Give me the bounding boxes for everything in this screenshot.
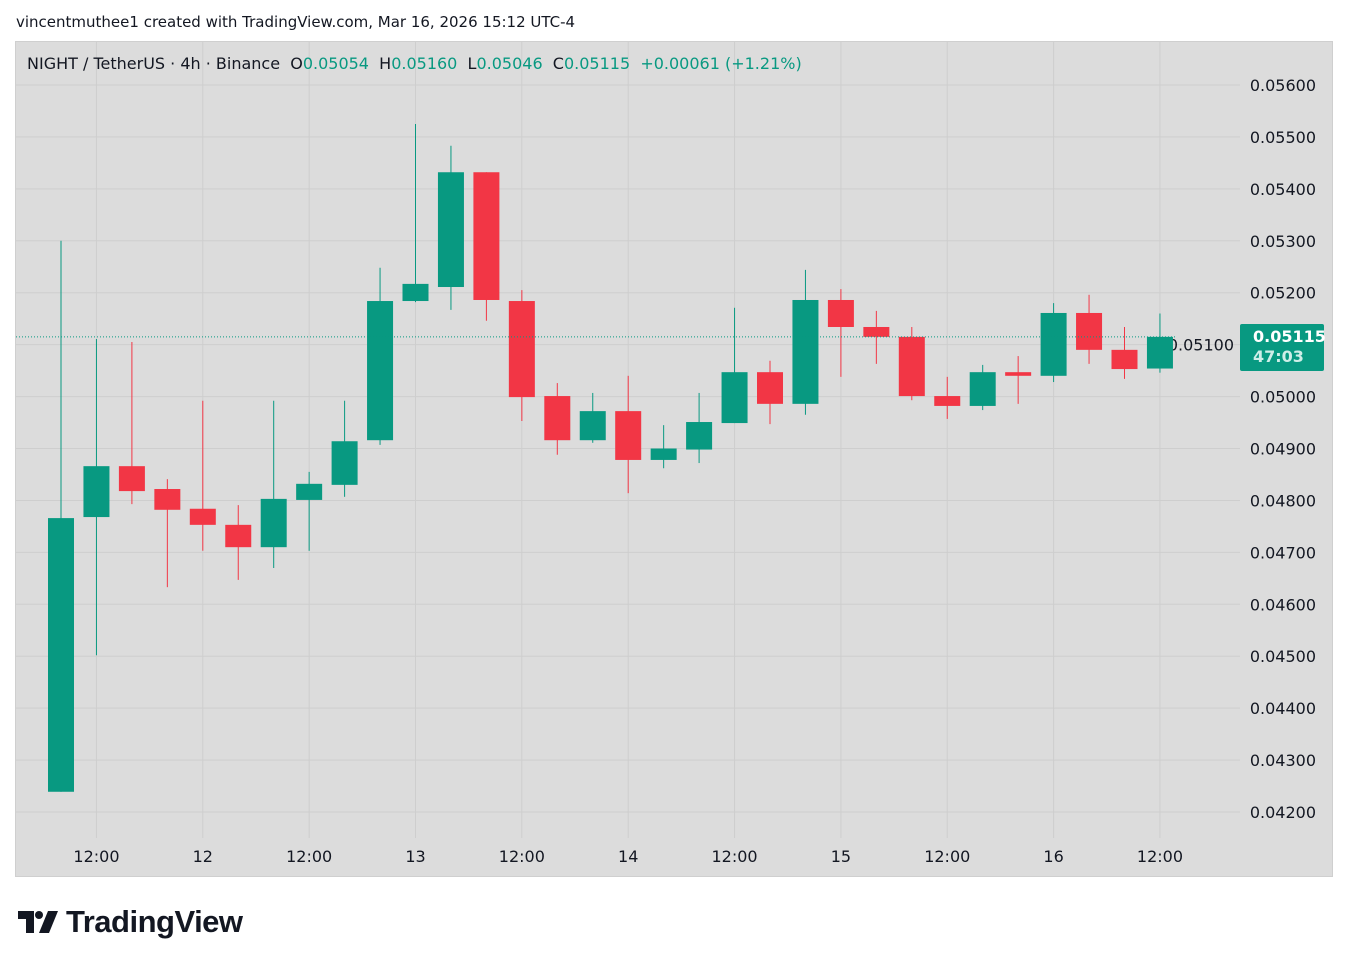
candle-body-down xyxy=(934,396,961,406)
candle-body-up xyxy=(686,422,713,450)
legend-low: 0.05046 xyxy=(476,54,543,73)
x-tick-label: 12:00 xyxy=(924,847,970,866)
symbol-legend: NIGHT / TetherUS · 4h · Binance O0.05054… xyxy=(27,54,802,73)
y-tick-label: 0.05400 xyxy=(1250,180,1316,199)
legend-open: 0.05054 xyxy=(302,54,369,73)
candle-body-down xyxy=(1005,372,1032,376)
legend-close: 0.05115 xyxy=(563,54,631,73)
candle-body-down xyxy=(225,524,252,548)
x-tick-label: 14 xyxy=(618,847,638,866)
tradingview-logo[interactable]: TradingView xyxy=(18,904,243,940)
candle-body-down xyxy=(1076,312,1103,350)
candle-body-up xyxy=(579,411,606,441)
candle-body-down xyxy=(1111,349,1138,370)
y-tick-label: 0.04500 xyxy=(1250,647,1316,666)
candle-body-up xyxy=(437,172,464,288)
candle-body-down xyxy=(827,299,854,327)
y-tick-label: 0.05000 xyxy=(1250,388,1316,407)
last-price: 0.05115 xyxy=(1253,327,1326,346)
candle-body-up xyxy=(721,372,748,424)
candle-body-up xyxy=(792,299,819,404)
bar-countdown: 47:03 xyxy=(1253,347,1304,366)
x-tick-label: 12:00 xyxy=(499,847,545,866)
candle-body-up xyxy=(48,518,74,792)
y-tick-label: 0.04700 xyxy=(1250,543,1316,562)
candle-body-up xyxy=(969,372,996,406)
x-tick-label: 12:00 xyxy=(711,847,757,866)
candle-body-down xyxy=(118,466,145,492)
x-tick-label: 13 xyxy=(405,847,425,866)
candle-body-down xyxy=(615,411,642,460)
candle-body-down xyxy=(757,372,783,404)
candle-body-down xyxy=(473,172,500,300)
candle-body-down xyxy=(863,326,890,337)
x-tick-label: 16 xyxy=(1043,847,1063,866)
legend-low-label: L xyxy=(467,54,477,73)
x-tick-label: 12:00 xyxy=(1137,847,1183,866)
y-tick-label: 0.05200 xyxy=(1250,284,1316,303)
legend-high: 0.05160 xyxy=(391,54,458,73)
legend-high-label: H xyxy=(379,54,392,73)
candle-body-up xyxy=(331,441,358,485)
candle-body-up xyxy=(83,466,110,518)
legend-close-label: C xyxy=(552,54,564,73)
candle-body-up xyxy=(296,483,323,500)
candle-body-down xyxy=(508,301,535,398)
y-tick-label: 0.05500 xyxy=(1250,128,1316,147)
y-tick-label: 0.04600 xyxy=(1250,595,1316,614)
candle-body-up xyxy=(402,283,429,302)
legend-symbol: NIGHT / TetherUS · 4h · Binance xyxy=(27,54,281,73)
tradingview-logo-text: TradingView xyxy=(66,904,243,939)
y-tick-label: 0.05100 xyxy=(1168,336,1234,355)
candle-body-down xyxy=(189,508,216,525)
candle-body-up xyxy=(367,301,394,441)
candle-body-down xyxy=(544,396,571,441)
x-tick-label: 12:00 xyxy=(286,847,332,866)
y-tick-label: 0.04800 xyxy=(1250,491,1316,510)
candle-body-up xyxy=(1040,312,1067,376)
y-tick-label: 0.05600 xyxy=(1250,76,1316,95)
legend-change: +0.00061 (+1.21%) xyxy=(640,54,802,73)
tradingview-logo-icon xyxy=(18,911,58,933)
candle-body-up xyxy=(1146,336,1173,369)
x-tick-label: 12:00 xyxy=(73,847,119,866)
y-tick-label: 0.04900 xyxy=(1250,440,1316,459)
last-price-tag: 0.05115 47:03 xyxy=(1240,324,1326,371)
candle-body-up xyxy=(650,448,677,460)
y-tick-label: 0.04200 xyxy=(1250,803,1316,822)
x-tick-label: 12 xyxy=(193,847,213,866)
y-tick-label: 0.04400 xyxy=(1250,699,1316,718)
x-tick-label: 15 xyxy=(831,847,851,866)
candle-body-down xyxy=(154,489,181,510)
legend-open-label: O xyxy=(290,54,303,73)
candle-body-down xyxy=(898,336,925,397)
candle-body-up xyxy=(260,498,287,548)
y-tick-label: 0.05300 xyxy=(1250,232,1316,251)
y-tick-label: 0.04300 xyxy=(1250,751,1316,770)
chart-credit: vincentmuthee1 created with TradingView.… xyxy=(16,13,576,31)
